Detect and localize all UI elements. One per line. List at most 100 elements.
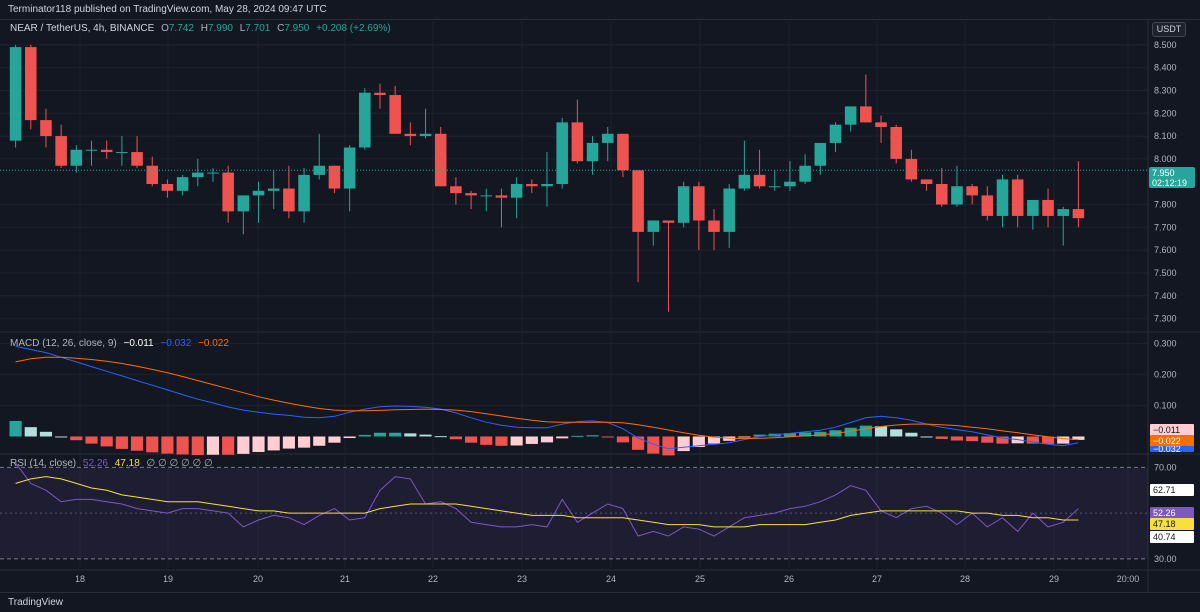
macd-histogram-bar bbox=[525, 436, 538, 444]
rsi-legend: RSI (14, close) 52.26 47.18 ∅ ∅ ∅ ∅ ∅ ∅ bbox=[10, 458, 217, 469]
bar-countdown: 02:12:19 bbox=[1152, 178, 1188, 188]
time-tick-label: 25 bbox=[695, 574, 705, 584]
macd-histogram-bar bbox=[874, 426, 888, 437]
time-tick-label: 29 bbox=[1049, 574, 1059, 584]
low-value: 7.701 bbox=[245, 23, 271, 34]
price-tick-label: 7.600 bbox=[1154, 245, 1177, 255]
candle-body bbox=[677, 186, 690, 223]
macd-histogram-bar bbox=[996, 436, 1009, 444]
macd-histogram-bar bbox=[222, 436, 235, 455]
macd-tick-label: 0.200 bbox=[1154, 369, 1177, 379]
candle-body bbox=[510, 183, 523, 198]
candle-body bbox=[313, 165, 326, 175]
candle-body bbox=[207, 172, 219, 174]
rsi-ma-value: 47.18 bbox=[114, 458, 140, 469]
candle-body bbox=[465, 193, 477, 196]
rsi-tick-label: 30.00 bbox=[1154, 554, 1177, 564]
currency-button[interactable]: USDT bbox=[1152, 22, 1186, 37]
candle-body bbox=[920, 179, 933, 184]
rsi-lower-badge: 40.74 bbox=[1150, 531, 1194, 543]
macd-hist-value: −0.011 bbox=[123, 338, 154, 349]
candle-body bbox=[252, 190, 265, 196]
macd-histogram-bar bbox=[70, 436, 83, 441]
candle-body bbox=[100, 149, 113, 153]
rsi-name: RSI (14, close) bbox=[10, 458, 77, 469]
candle-body bbox=[768, 186, 781, 188]
candle-body bbox=[328, 165, 341, 189]
candle-body bbox=[176, 177, 189, 191]
close-value: 7.950 bbox=[284, 23, 310, 34]
candle-body bbox=[981, 195, 994, 216]
candle-body bbox=[556, 122, 568, 184]
macd-histogram-bar bbox=[9, 420, 22, 437]
macd-histogram-bar bbox=[282, 436, 295, 449]
tradingview-logo: TradingView bbox=[8, 597, 64, 608]
candle-body bbox=[693, 186, 705, 221]
candle-body bbox=[1057, 209, 1069, 216]
macd-histogram-bar bbox=[237, 436, 250, 454]
macd-histogram-bar bbox=[1026, 436, 1039, 444]
candle-body bbox=[753, 174, 766, 187]
macd-histogram-bar bbox=[161, 436, 174, 454]
high-value: 7.990 bbox=[207, 23, 233, 34]
macd-histogram-bar bbox=[707, 436, 721, 444]
main-legend: NEAR / TetherUS, 4h, BINANCE O7.742 H7.9… bbox=[10, 23, 395, 34]
candle-body bbox=[192, 172, 204, 178]
macd-histogram-bar bbox=[449, 436, 462, 440]
macd-histogram-bar bbox=[571, 435, 584, 437]
chart-svg[interactable]: 8.500 8.400 8.300 8.200 8.100 8.000 7.800 7.700… bbox=[0, 0, 1200, 592]
time-tick-label: 20:00 bbox=[1117, 574, 1140, 584]
candle-body bbox=[480, 195, 493, 197]
change-value: +0.208 (+2.69%) bbox=[316, 23, 391, 34]
macd-histogram-bar bbox=[206, 436, 220, 455]
price-tick-label: 8.200 bbox=[1154, 108, 1177, 118]
macd-histogram-bar bbox=[738, 436, 751, 438]
macd-histogram-bar bbox=[905, 432, 918, 437]
candle-body bbox=[647, 220, 660, 232]
macd-histogram-bar bbox=[692, 436, 705, 448]
candle-body bbox=[723, 188, 735, 232]
macd-signal-badge: −0.022 bbox=[1150, 435, 1194, 447]
macd-histogram-bar bbox=[647, 436, 660, 454]
macd-histogram-bar bbox=[981, 436, 994, 443]
candle-body bbox=[237, 195, 250, 212]
macd-histogram-bar bbox=[601, 436, 614, 438]
time-tick-label: 27 bbox=[872, 574, 882, 584]
macd-name: MACD (12, 26, close, 9) bbox=[10, 338, 117, 349]
macd-histogram-bar bbox=[1041, 436, 1055, 444]
time-tick-label: 18 bbox=[75, 574, 85, 584]
rsi-line bbox=[15, 462, 1079, 537]
open-label: O bbox=[161, 23, 169, 34]
macd-histogram-bar bbox=[632, 436, 645, 450]
candle-body bbox=[1011, 179, 1024, 216]
rsi-empty-values: ∅ ∅ ∅ ∅ ∅ ∅ bbox=[146, 458, 213, 469]
macd-histogram-bar bbox=[115, 436, 128, 449]
candle-body bbox=[875, 122, 887, 127]
macd-histogram-bar bbox=[24, 427, 37, 437]
candle-body bbox=[25, 47, 37, 121]
macd-histogram-bar bbox=[419, 434, 432, 437]
macd-histogram-bar bbox=[130, 436, 144, 451]
price-tick-label: 8.300 bbox=[1154, 85, 1177, 95]
candle-body bbox=[966, 186, 978, 196]
candle-body bbox=[526, 183, 538, 187]
candle-body bbox=[343, 147, 356, 189]
candle-body bbox=[495, 195, 508, 198]
rsi-value: 52.26 bbox=[82, 458, 108, 469]
publisher-text: Terminator118 published on TradingView.c… bbox=[8, 4, 327, 15]
macd-signal-line bbox=[15, 356, 1079, 441]
macd-histogram-bar bbox=[616, 436, 629, 443]
candle-body bbox=[419, 133, 432, 137]
candle-body bbox=[298, 174, 310, 212]
macd-histogram-bar bbox=[586, 435, 599, 437]
time-tick-label: 22 bbox=[428, 574, 438, 584]
price-tick-label: 7.700 bbox=[1154, 222, 1177, 232]
candle-body bbox=[784, 181, 796, 187]
candle-body bbox=[161, 183, 174, 191]
price-tick-label: 7.500 bbox=[1154, 268, 1177, 278]
candle-body bbox=[131, 152, 143, 166]
macd-hist-badge: −0.011 bbox=[1150, 424, 1194, 436]
candle-body bbox=[860, 106, 872, 123]
candle-body bbox=[586, 142, 599, 162]
candle-body bbox=[601, 133, 614, 143]
